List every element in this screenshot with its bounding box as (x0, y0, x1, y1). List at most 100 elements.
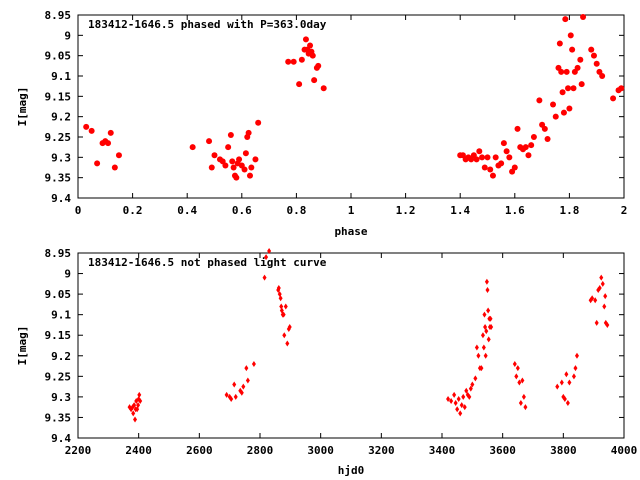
y-axis-label: I[mag] (16, 87, 29, 127)
data-point (233, 174, 240, 181)
data-point (556, 40, 563, 47)
x-tick-label: 3400 (429, 444, 456, 457)
data-point (239, 389, 244, 396)
x-axis-label: hjd0 (338, 464, 365, 477)
data-point (610, 95, 617, 102)
data-point (574, 64, 581, 71)
data-point (241, 166, 248, 173)
data-point (133, 416, 138, 423)
data-point (282, 332, 287, 339)
data-point (562, 16, 569, 23)
data-point (600, 280, 605, 287)
x-tick-label: 2600 (186, 444, 213, 457)
y-tick-label: 9.4 (51, 192, 71, 205)
data-point (567, 32, 574, 39)
data-point (514, 125, 521, 132)
data-point (514, 373, 519, 380)
data-point (455, 406, 460, 413)
data-point (594, 319, 599, 326)
y-tick-label: 9.1 (51, 70, 71, 83)
data-point (578, 81, 585, 88)
data-point (566, 105, 573, 112)
data-point (523, 404, 528, 411)
data-point (449, 398, 454, 404)
data-point (470, 381, 475, 388)
data-point (541, 125, 548, 132)
data-point (248, 164, 255, 171)
data-point (111, 164, 118, 171)
data-point (236, 156, 243, 163)
data-point (483, 352, 488, 359)
x-tick-label: 3200 (368, 444, 395, 457)
data-point (530, 134, 537, 140)
y-tick-label: 9.25 (45, 370, 72, 383)
data-point (522, 144, 529, 151)
x-tick-label: 2 (621, 204, 628, 217)
data-point (285, 58, 292, 65)
data-point (290, 58, 297, 65)
data-point (486, 307, 491, 314)
data-point (565, 400, 570, 407)
x-tick-label: 3800 (550, 444, 577, 457)
y-tick-label: 9.2 (51, 111, 71, 124)
y-tick-label: 9.3 (51, 391, 71, 404)
data-point (285, 340, 290, 347)
y-tick-label: 8.95 (45, 9, 72, 22)
data-point (252, 156, 259, 163)
data-point (315, 62, 322, 69)
data-point (115, 152, 122, 159)
data-point (486, 336, 491, 343)
x-axis-label: phase (334, 225, 367, 238)
data-point (518, 400, 523, 407)
data-point (459, 402, 464, 409)
y-tick-label: 9 (64, 29, 71, 42)
x-tick-label: 2400 (125, 444, 152, 457)
data-point (467, 393, 472, 400)
y-tick-label: 9.15 (45, 90, 72, 103)
data-point (446, 395, 451, 402)
x-tick-label: 3000 (307, 444, 334, 457)
data-point (528, 142, 535, 149)
data-point (453, 400, 458, 407)
data-point (281, 311, 286, 318)
x-tick-label: 1 (348, 204, 355, 217)
data-point (251, 361, 256, 367)
data-point (559, 89, 566, 96)
data-point (503, 148, 510, 155)
data-point (520, 377, 525, 384)
data-point (573, 365, 578, 372)
data-point (492, 154, 499, 161)
y-tick-label: 9.35 (45, 411, 72, 424)
data-point (555, 383, 560, 390)
data-point (593, 297, 598, 304)
data-point (506, 154, 513, 161)
y-tick-label: 9.25 (45, 131, 72, 144)
chart-title: 183412-1646.5 not phased light curve (88, 256, 327, 269)
data-point (550, 101, 557, 108)
x-tick-label: 0.2 (123, 204, 143, 217)
data-point (131, 410, 136, 417)
y-tick-label: 9.2 (51, 350, 71, 363)
data-point (559, 379, 564, 386)
x-tick-label: 2800 (247, 444, 274, 457)
data-point (482, 311, 487, 318)
data-point (480, 332, 485, 339)
data-point (224, 391, 229, 398)
x-tick-label: 0.4 (177, 204, 197, 217)
data-point (521, 393, 526, 400)
data-point (245, 377, 250, 384)
data-point (498, 160, 505, 167)
data-point (229, 395, 234, 402)
data-point (605, 321, 610, 328)
data-point (458, 410, 463, 417)
x-tick-label: 4000 (611, 444, 638, 457)
data-point (137, 391, 142, 398)
data-point (461, 393, 466, 400)
data-point (211, 152, 218, 159)
data-point (552, 113, 559, 120)
data-point (246, 172, 253, 179)
data-point (588, 46, 595, 53)
data-point (83, 123, 90, 130)
y-tick-label: 9 (64, 268, 71, 281)
chart-title: 183412-1646.5 phased with P=363.0day (88, 18, 327, 31)
